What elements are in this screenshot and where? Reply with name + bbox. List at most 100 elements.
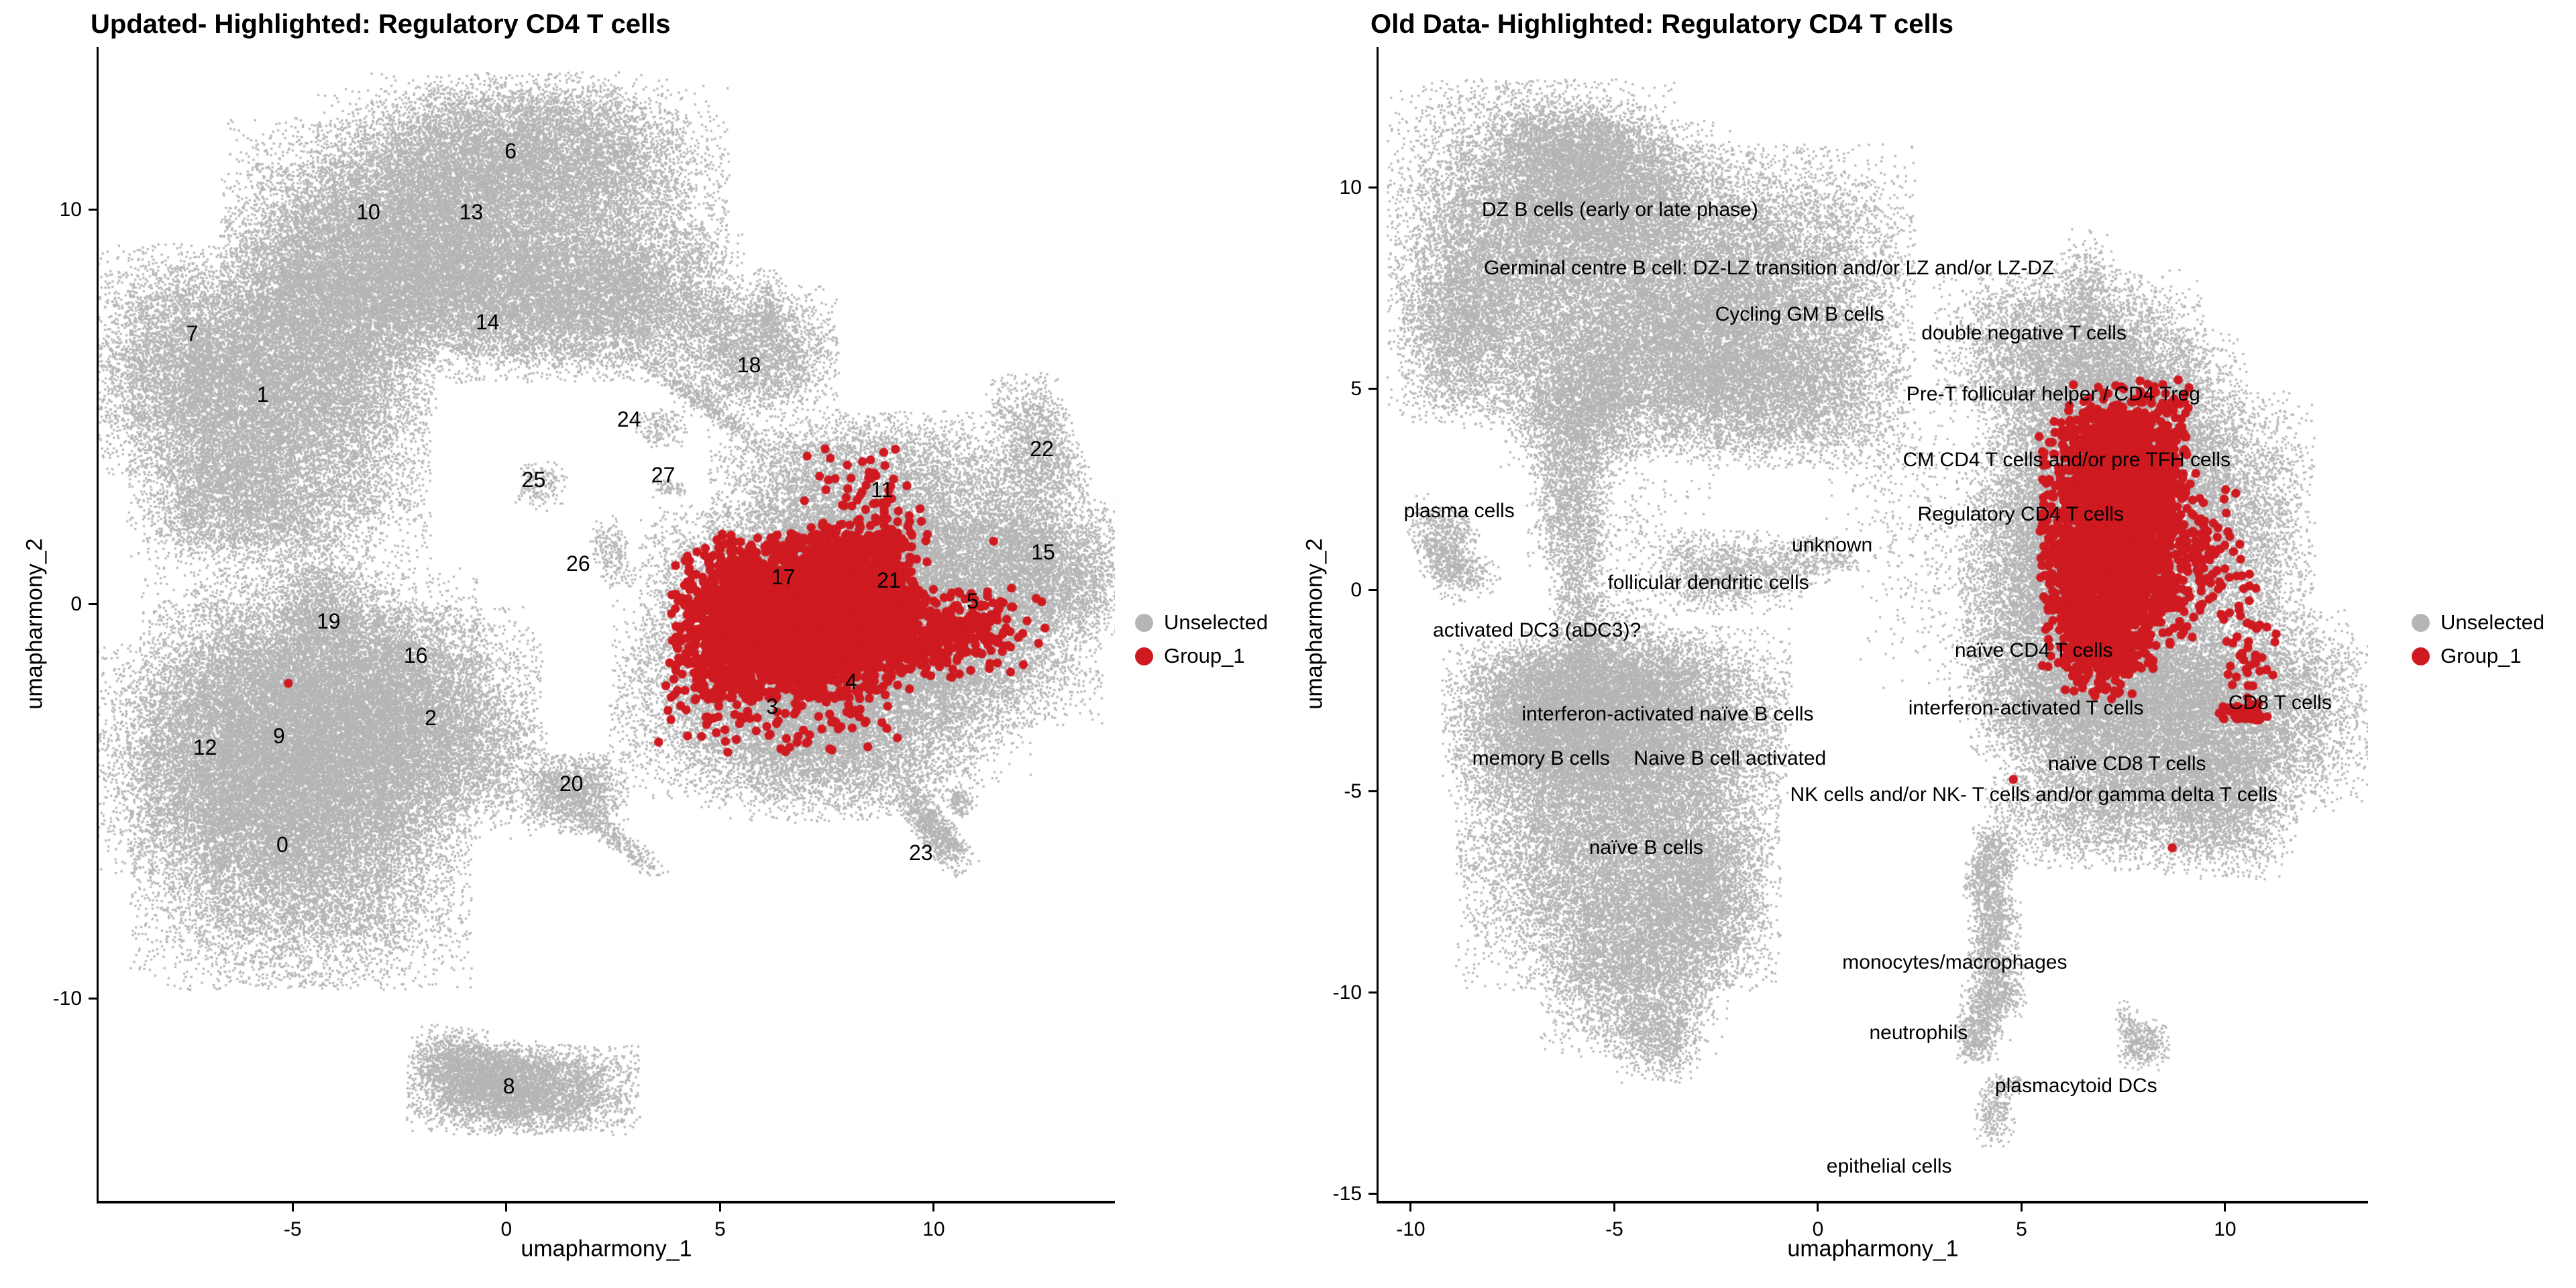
cluster-label: 2 bbox=[425, 705, 437, 730]
y-tick-mark bbox=[1368, 186, 1377, 189]
cluster-label: naïve CD8 T cells bbox=[2047, 753, 2206, 775]
x-tick-mark bbox=[1817, 1203, 1819, 1212]
legend-item-group_1: Group_1 bbox=[2412, 639, 2522, 673]
y-tick-mark bbox=[89, 603, 97, 606]
legend-label: Group_1 bbox=[1164, 644, 1245, 667]
x-tick-mark bbox=[932, 1203, 935, 1212]
cluster-label: 19 bbox=[316, 609, 341, 634]
cluster-label: interferon-activated naïve B cells bbox=[1521, 702, 1814, 725]
cluster-label: 18 bbox=[737, 352, 761, 377]
legend-item-group_1: Group_1 bbox=[1135, 639, 1245, 673]
y-tick-label: 10 bbox=[1339, 176, 1362, 199]
y-tick-label: -10 bbox=[52, 987, 82, 1010]
cluster-label: DZ B cells (early or late phase) bbox=[1482, 198, 1758, 221]
x-tick-label: -5 bbox=[283, 1218, 302, 1240]
y-tick-label: -5 bbox=[1344, 780, 1362, 802]
y-tick-mark bbox=[1368, 1193, 1377, 1195]
umap-panel-left: 6 10 13 14 7 1 18 24 25 27 22 26 11 15 21 17 5 19 16 2 12 9 3 4… bbox=[99, 47, 1115, 1201]
x-tick-mark bbox=[2224, 1203, 2226, 1212]
y-tick-label: 5 bbox=[1350, 377, 1362, 400]
x-tick-label: 0 bbox=[500, 1218, 513, 1240]
legend-swatch-group1-icon bbox=[1135, 647, 1153, 665]
cluster-label: memory B cells bbox=[1472, 747, 1610, 769]
cluster-label: 12 bbox=[193, 735, 217, 759]
cluster-label: Naive B cell activated bbox=[1633, 747, 1827, 769]
umap-scatter-canvas-left bbox=[99, 47, 1115, 1201]
legend-swatch-unselected-icon bbox=[1135, 613, 1153, 632]
x-tick-label: 5 bbox=[2016, 1218, 2027, 1240]
legend-item-unselected: Unselected bbox=[1135, 606, 1268, 639]
x-axis-line bbox=[97, 1201, 1115, 1203]
cluster-label: 21 bbox=[877, 568, 901, 593]
y-tick-mark bbox=[1368, 790, 1377, 793]
y-tick-label: -10 bbox=[1332, 981, 1362, 1004]
cluster-label: 5 bbox=[966, 588, 979, 613]
cluster-label: neutrophils bbox=[1869, 1021, 1968, 1044]
y-tick-mark bbox=[1368, 991, 1377, 994]
cluster-label: 9 bbox=[272, 723, 285, 748]
x-tick-mark bbox=[1409, 1203, 1412, 1212]
cluster-label: 6 bbox=[504, 138, 517, 163]
x-tick-mark bbox=[718, 1203, 721, 1212]
x-axis-title-left: umapharmony_1 bbox=[521, 1236, 692, 1262]
cluster-label: 3 bbox=[766, 694, 778, 719]
cluster-label: 14 bbox=[475, 309, 500, 334]
x-tick-label: 5 bbox=[714, 1218, 726, 1240]
x-tick-label: 10 bbox=[2214, 1218, 2237, 1240]
legend-swatch-unselected-icon bbox=[2412, 613, 2430, 632]
y-tick-label: -15 bbox=[1332, 1182, 1362, 1205]
x-tick-label: -10 bbox=[1396, 1218, 1426, 1240]
cluster-label: Cycling GM B cells bbox=[1715, 303, 1884, 325]
cluster-label: 22 bbox=[1030, 436, 1054, 461]
y-axis-line bbox=[97, 47, 99, 1203]
y-axis-title-left: umapharmony_2 bbox=[21, 538, 48, 710]
y-tick-label: 0 bbox=[70, 592, 82, 615]
x-tick-mark bbox=[505, 1203, 508, 1212]
cluster-label: naïve B cells bbox=[1589, 836, 1703, 859]
cluster-label: 27 bbox=[651, 463, 676, 488]
cluster-label: 17 bbox=[771, 564, 796, 589]
y-axis-line bbox=[1377, 47, 1379, 1203]
cluster-label: 7 bbox=[186, 321, 199, 345]
cluster-label: 26 bbox=[566, 551, 590, 576]
cluster-label: 15 bbox=[1031, 539, 1055, 564]
cluster-label: activated DC3 (aDC3)? bbox=[1433, 619, 1642, 641]
left-plot-title: Updated- Highlighted: Regulatory CD4 T c… bbox=[91, 9, 671, 39]
cluster-label: epithelial cells bbox=[1826, 1155, 1952, 1177]
legend-swatch-group1-icon bbox=[2412, 647, 2430, 665]
cluster-label: 8 bbox=[502, 1073, 515, 1098]
cluster-label: Regulatory CD4 T cells bbox=[1917, 503, 2124, 526]
cluster-label: 13 bbox=[459, 199, 484, 224]
umap-panel-right: DZ B cells (early or late phase) Germinal… bbox=[1379, 47, 2368, 1201]
x-tick-mark bbox=[1613, 1203, 1615, 1212]
cluster-label: Germinal centre B cell: DZ-LZ transition… bbox=[1483, 256, 2055, 279]
cluster-label: 10 bbox=[356, 199, 380, 224]
y-tick-mark bbox=[1368, 388, 1377, 390]
cluster-label: 23 bbox=[908, 841, 933, 865]
cluster-label: CM CD4 T cells and/or pre TFH cells bbox=[1902, 449, 2231, 472]
umap-scatter-canvas-right bbox=[1379, 47, 2368, 1201]
x-tick-label: 0 bbox=[1812, 1218, 1824, 1240]
x-tick-mark bbox=[2020, 1203, 2023, 1212]
cluster-label: 0 bbox=[276, 833, 288, 857]
cluster-label: interferon-activated T cells bbox=[1908, 696, 2144, 719]
legend-item-unselected: Unselected bbox=[2412, 606, 2544, 639]
cluster-label: NK cells and/or NK- T cells and/or gamma… bbox=[1790, 783, 2277, 806]
cluster-label: 11 bbox=[871, 477, 894, 502]
cluster-label: naïve CD4 T cells bbox=[1954, 639, 2113, 661]
y-tick-mark bbox=[1368, 589, 1377, 592]
y-tick-label: 0 bbox=[1350, 578, 1362, 601]
cluster-label: 24 bbox=[616, 407, 641, 432]
cluster-label: unknown bbox=[1792, 533, 1873, 556]
cluster-label: 25 bbox=[521, 468, 546, 492]
x-tick-label: 10 bbox=[922, 1218, 945, 1240]
legend-label: Unselected bbox=[2440, 610, 2545, 634]
cluster-label: plasma cells bbox=[1403, 499, 1515, 522]
cluster-label: monocytes/macrophages bbox=[1842, 951, 2068, 973]
cluster-label: plasmacytoid DCs bbox=[1994, 1075, 2157, 1097]
x-tick-label: -5 bbox=[1605, 1218, 1623, 1240]
y-tick-mark bbox=[89, 209, 97, 211]
x-axis-line bbox=[1377, 1201, 2368, 1203]
right-plot-title: Old Data- Highlighted: Regulatory CD4 T … bbox=[1371, 9, 1953, 39]
cluster-label: CD8 T cells bbox=[2228, 691, 2332, 714]
